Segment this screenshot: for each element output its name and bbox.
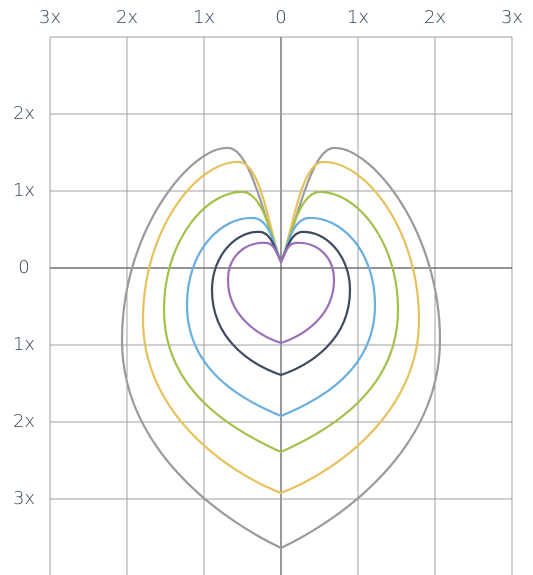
contour — [185, 216, 377, 418]
top-axis-label: 2x — [424, 7, 446, 28]
top-axis-label: 1x — [347, 7, 369, 28]
curves — [120, 146, 442, 550]
top-axis-label: 2x — [116, 7, 138, 28]
left-axis-label: 2x — [13, 103, 35, 124]
top-axis-label: 1x — [193, 7, 215, 28]
top-axis-label: 0 — [275, 7, 286, 28]
grid — [49, 36, 513, 575]
contour — [162, 190, 400, 454]
contour — [141, 160, 421, 495]
contour — [120, 146, 442, 550]
labels: 3x 2x 1x 0 1x 2x 3x 2x 1x 0 1x 2x 3x — [13, 7, 523, 509]
left-axis-label: 2x — [13, 411, 35, 432]
left-axis-label: 3x — [13, 488, 35, 509]
left-axis-label: 1x — [13, 180, 35, 201]
contour — [210, 230, 352, 377]
contour — [226, 241, 336, 345]
left-axis-label: 1x — [13, 334, 35, 355]
top-axis-label: 3x — [501, 7, 523, 28]
top-axis-label: 3x — [39, 7, 61, 28]
left-axis-label: 0 — [18, 257, 29, 278]
